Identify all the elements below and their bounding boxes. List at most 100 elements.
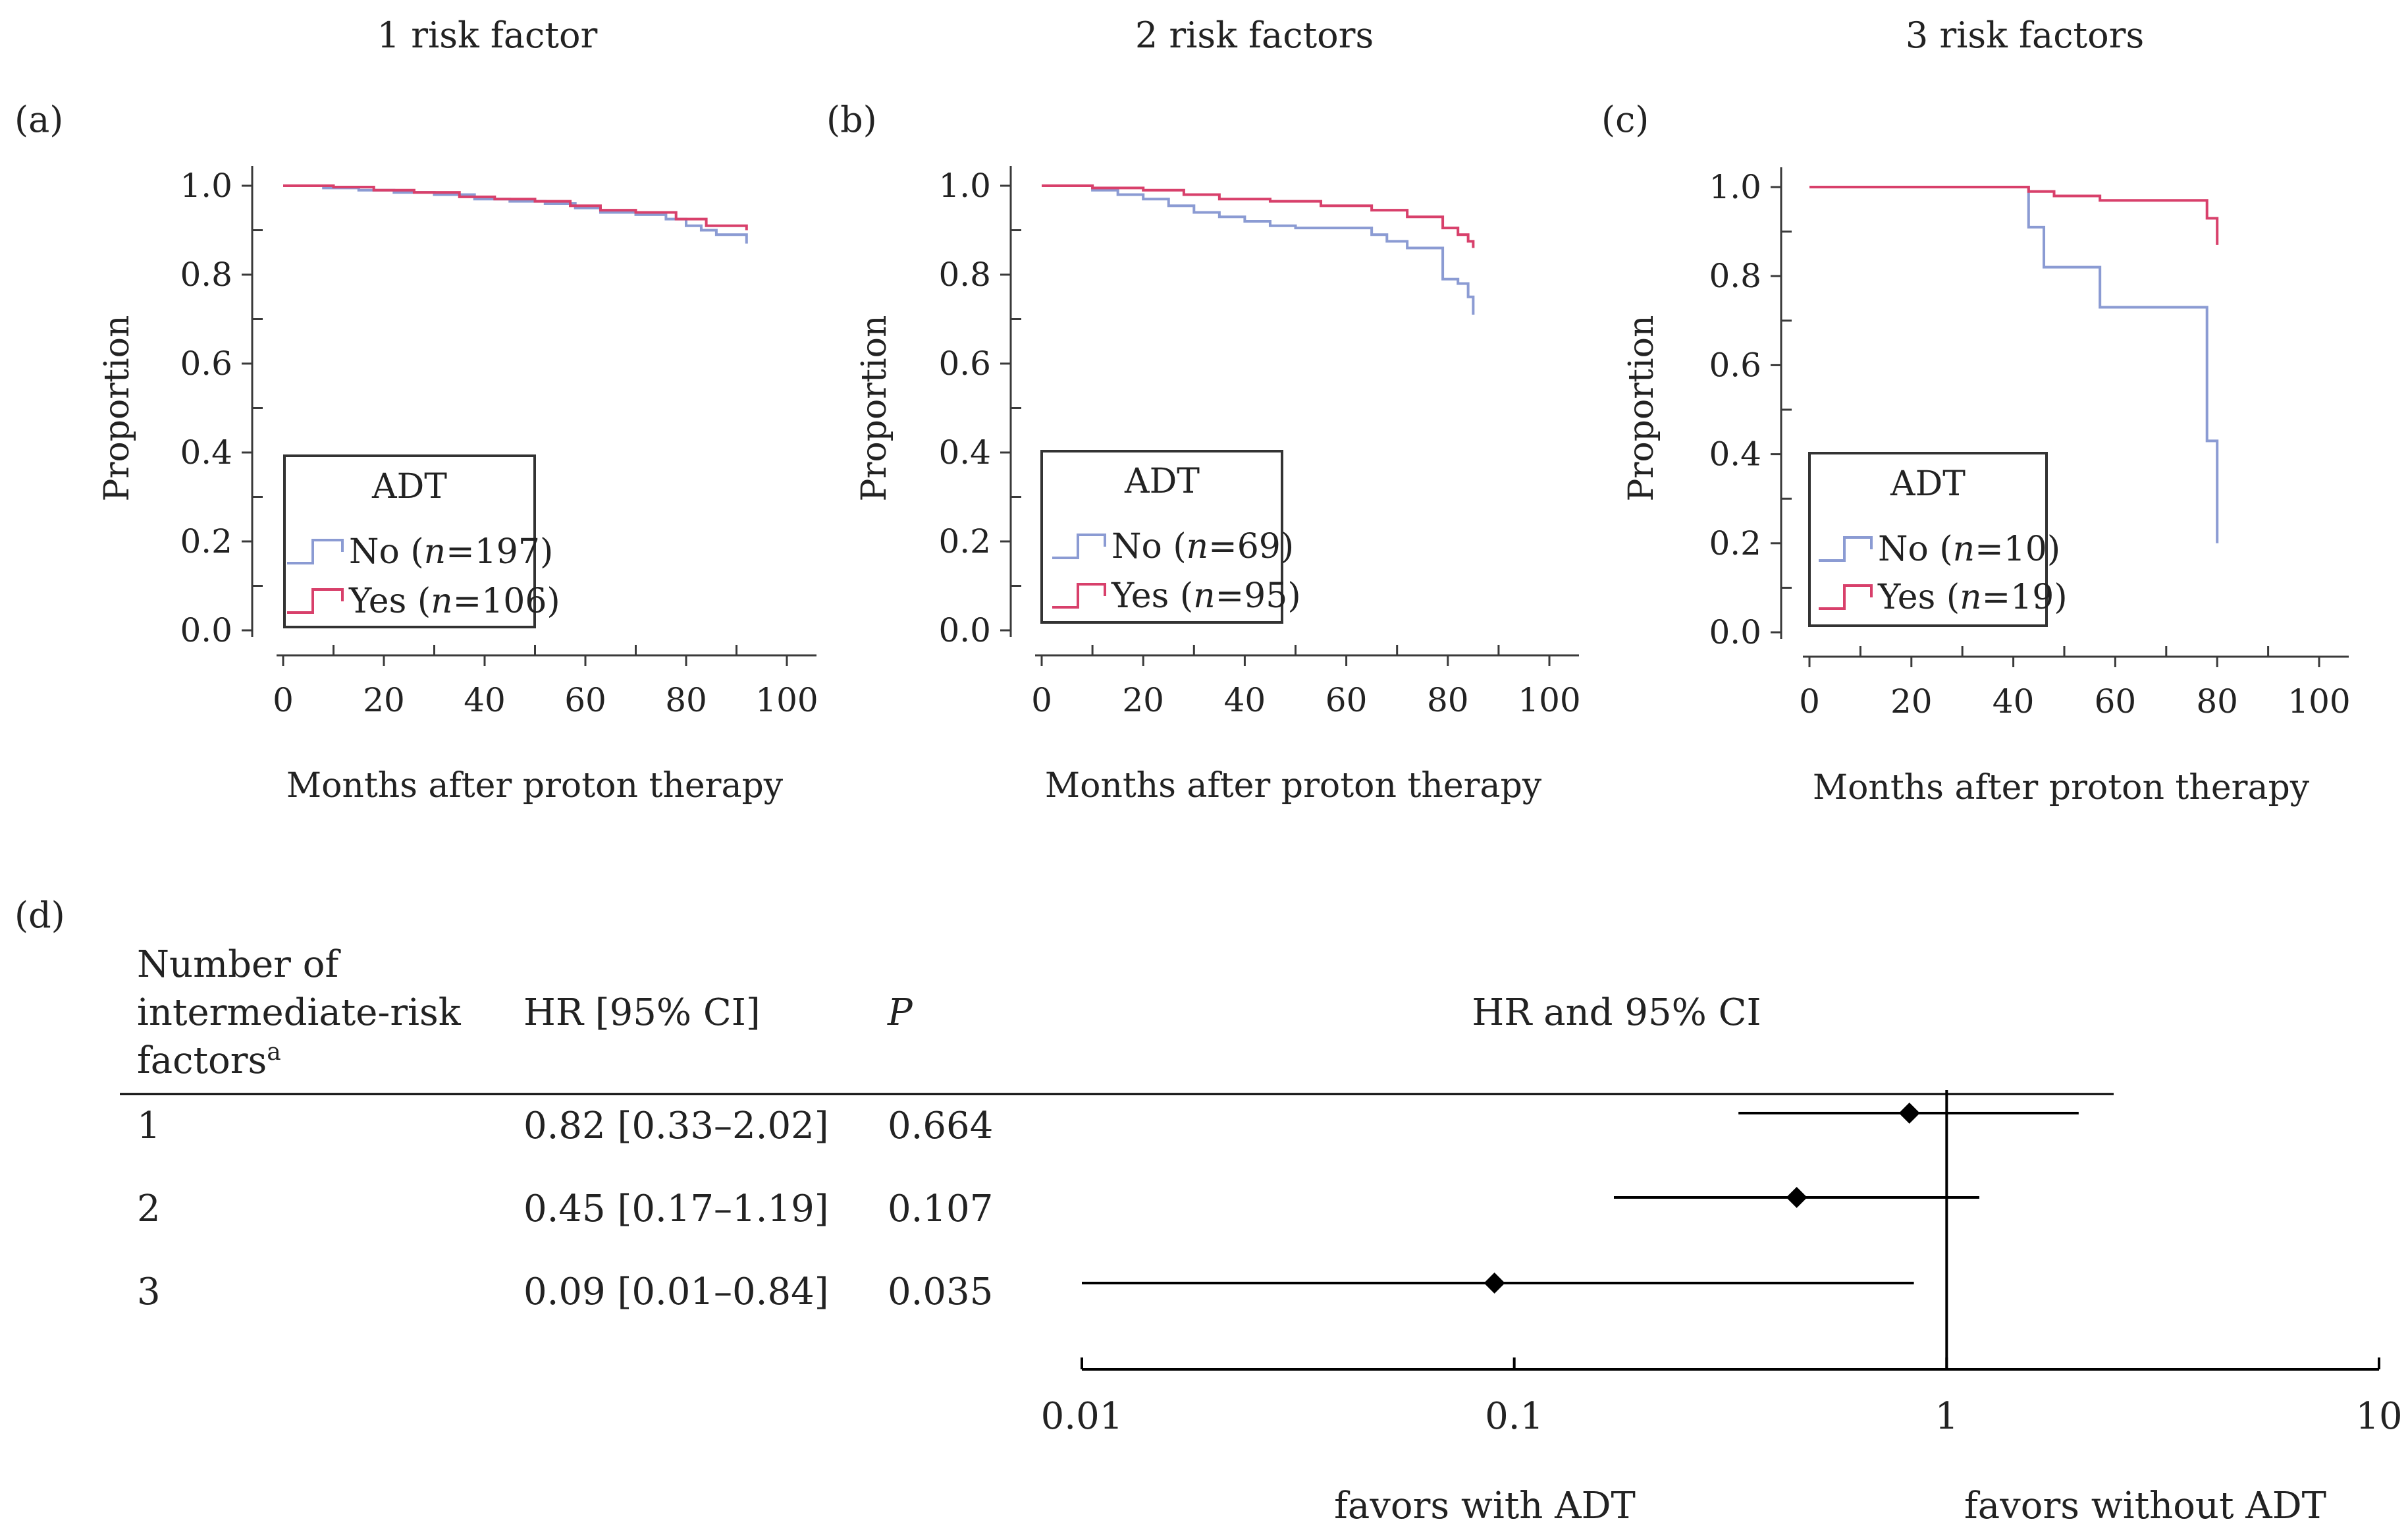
legend-swatch-no xyxy=(1819,536,1873,562)
legend-label-no: No (n=69) xyxy=(1111,527,1294,566)
col-header-hr-ci-plot: HR and 95% CI xyxy=(1472,991,1761,1034)
y-tick-label: 0.8 xyxy=(938,256,991,294)
col-header-factors: Number of xyxy=(137,943,341,986)
x-tick-label: 60 xyxy=(564,681,606,719)
row-hr: 0.45 [0.17–1.19] xyxy=(523,1188,829,1230)
row-factors: 1 xyxy=(137,1105,161,1147)
row-p: 0.664 xyxy=(888,1105,993,1147)
legend-swatch-yes xyxy=(1052,583,1106,609)
col-header-p: P xyxy=(887,991,913,1034)
panel-b-label: (b) xyxy=(826,99,877,140)
x-tick-label: 20 xyxy=(1890,682,1933,721)
row-p: 0.035 xyxy=(888,1271,993,1313)
y-tick-label: 0.4 xyxy=(180,433,232,472)
x-tick-label: 0 xyxy=(1031,681,1052,719)
x-tick-label: 100 xyxy=(755,681,818,719)
km-curve-no xyxy=(1042,184,1475,315)
favors-right-label: favors without ADT xyxy=(1964,1485,2326,1527)
legend-title: ADT xyxy=(1124,462,1200,501)
legend: ADT No (n=69) Yes (n=95) xyxy=(1040,450,1301,624)
y-tick-label: 0.4 xyxy=(938,433,991,472)
x-tick-label: 80 xyxy=(665,681,707,719)
table-row: 2 0.45 [0.17–1.19] 0.107 xyxy=(137,1188,993,1230)
forest-x-tick-label: 0.01 xyxy=(1041,1395,1123,1438)
legend-box xyxy=(1808,452,2048,627)
legend: ADT No (n=10) Yes (n=19) xyxy=(1808,452,2068,627)
x-tick-label: 0 xyxy=(273,681,294,719)
x-tick-label: 60 xyxy=(2095,682,2137,721)
km-plot-2-risk-factors: 0.0 0.2 0.4 0.6 0.8 1.0 0 20 40 60 80 100 Months af… xyxy=(855,166,1581,806)
y-tick-label: 0.4 xyxy=(1709,435,1761,474)
y-axis-label: Proportion xyxy=(97,315,137,502)
y-tick-label: 1.0 xyxy=(1709,168,1761,206)
forest-marks: 0.01 0.1 1 10 xyxy=(1041,1090,2403,1438)
col-header-factors-line3: factorsa xyxy=(137,1039,281,1082)
col-header-hr: HR [95% CI] xyxy=(523,991,761,1034)
forest-plot: Number of intermediate-risk factorsa HR … xyxy=(120,943,2403,1527)
y-tick-label: 0.2 xyxy=(180,522,232,561)
x-tick-label: 40 xyxy=(1224,681,1266,719)
legend-label-no: No (n=197) xyxy=(349,532,553,572)
legend-swatch-yes xyxy=(287,588,344,614)
row-hr: 0.82 [0.33–2.02] xyxy=(523,1105,829,1147)
x-tick-label: 80 xyxy=(1427,681,1469,719)
panel-d-label: (d) xyxy=(14,894,65,936)
legend-label-no: No (n=10) xyxy=(1878,530,2060,569)
x-tick-label: 100 xyxy=(1518,681,1580,719)
x-axis-label: Months after proton therapy xyxy=(1813,768,2310,808)
legend-swatch-no xyxy=(1052,534,1106,559)
legend-label-yes: Yes (n=106) xyxy=(348,582,560,621)
km-curve-yes xyxy=(1809,186,2219,245)
table-row: 1 0.82 [0.33–2.02] 0.664 xyxy=(137,1105,993,1147)
y-axis-label: Proportion xyxy=(855,315,894,502)
panel-a-title: 1 risk factor xyxy=(377,14,598,56)
x-axis-label: Months after proton therapy xyxy=(1045,766,1542,806)
x-tick-label: 60 xyxy=(1325,681,1368,719)
y-tick-label: 0.6 xyxy=(938,344,991,383)
x-tick-label: 20 xyxy=(1122,681,1164,719)
y-tick-label: 0.2 xyxy=(938,522,991,561)
x-tick-label: 40 xyxy=(1993,682,2035,721)
x-tick-label: 20 xyxy=(363,681,405,719)
panel-b-title: 2 risk factors xyxy=(1135,14,1374,56)
x-tick-label: 0 xyxy=(1799,682,1820,721)
y-tick-label: 0.6 xyxy=(1709,346,1761,384)
legend-title: ADT xyxy=(371,467,447,507)
row-hr: 0.09 [0.01–0.84] xyxy=(523,1271,829,1313)
forest-x-tick-label: 1 xyxy=(1935,1395,1959,1438)
legend-label-yes: Yes (n=19) xyxy=(1877,578,2068,617)
panel-a-label: (a) xyxy=(14,99,63,140)
km-curve-no xyxy=(1809,186,2219,543)
km-curve-yes xyxy=(1042,184,1475,248)
legend-swatch-yes xyxy=(1819,584,1873,610)
row-p: 0.107 xyxy=(888,1188,993,1230)
legend-swatch-no xyxy=(287,539,344,564)
y-tick-label: 1.0 xyxy=(938,167,991,205)
y-axis-label: Proportion xyxy=(1622,315,1661,502)
legend: ADT No (n=197) Yes (n=106) xyxy=(283,454,560,628)
row-factors: 3 xyxy=(137,1271,161,1313)
panel-c-title: 3 risk factors xyxy=(1906,14,2144,56)
y-tick-label: 1.0 xyxy=(180,167,232,205)
x-tick-label: 80 xyxy=(2196,682,2238,721)
forest-x-tick-label: 10 xyxy=(2355,1395,2402,1438)
y-tick-label: 0.0 xyxy=(180,611,232,649)
x-axis-label: Months after proton therapy xyxy=(286,766,784,806)
forest-hr-point xyxy=(1484,1273,1505,1294)
table-row: 3 0.09 [0.01–0.84] 0.035 xyxy=(137,1271,993,1313)
forest-x-tick-label: 0.1 xyxy=(1485,1395,1543,1438)
row-factors: 2 xyxy=(137,1188,161,1230)
y-tick-label: 0.6 xyxy=(180,344,232,383)
x-tick-label: 100 xyxy=(2288,682,2350,721)
y-tick-label: 0.8 xyxy=(180,256,232,294)
forest-hr-point xyxy=(1786,1187,1807,1208)
y-tick-label: 0.0 xyxy=(1709,613,1761,651)
favors-left-label: favors with ADT xyxy=(1334,1485,1636,1527)
legend-box xyxy=(1040,450,1283,624)
legend-title: ADT xyxy=(1890,464,1966,504)
forest-hr-point xyxy=(1898,1103,1920,1124)
col-header-factors-line2: intermediate-risk xyxy=(137,991,462,1034)
y-tick-label: 0.0 xyxy=(938,611,991,649)
km-plot-3-risk-factors: 0.0 0.2 0.4 0.6 0.8 1.0 0 20 40 60 80 100 Months af… xyxy=(1622,167,2351,808)
